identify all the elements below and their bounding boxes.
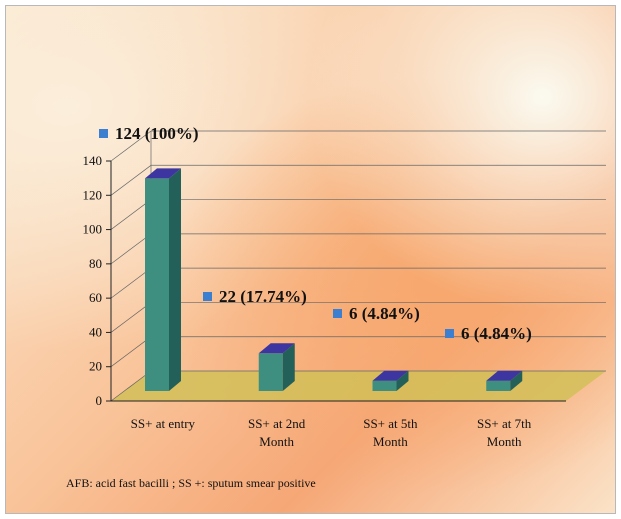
y-tick-label: 20 <box>89 359 102 374</box>
bar-front <box>145 178 169 391</box>
gridline-side <box>110 199 152 230</box>
x-tick-label: Month <box>259 434 294 449</box>
bar-top <box>372 370 409 381</box>
data-label: 124 (100%) <box>115 124 199 143</box>
x-tick-label: Month <box>487 434 522 449</box>
footnote: AFB: acid fast bacilli ; SS +: sputum sm… <box>66 476 316 490</box>
y-tick-label: 40 <box>89 324 102 339</box>
data-label-marker <box>445 329 454 338</box>
bar-top <box>486 370 523 381</box>
bar-side <box>510 370 523 391</box>
bar-front <box>486 380 511 391</box>
bar-top <box>145 168 181 179</box>
bar-front <box>372 380 397 391</box>
bar-side <box>282 343 295 391</box>
data-label-marker <box>203 292 212 301</box>
data-label: 6 (4.84%) <box>461 324 532 343</box>
y-tick-label: 100 <box>83 222 103 237</box>
gridline-side <box>110 302 152 333</box>
y-tick-label: 0 <box>96 393 103 408</box>
chart-frame: 0 20 40 60 80 100 120 140 124 (100%) 22 (17.74%) 6… <box>5 5 616 514</box>
y-tick-label: 80 <box>89 256 102 271</box>
y-tick-label: 120 <box>83 187 103 202</box>
bar-chart: 0 20 40 60 80 100 120 140 124 (100%) 22 (17.74%) 6… <box>83 124 606 449</box>
bar-front <box>258 353 283 391</box>
bar-side <box>169 168 181 391</box>
bar-top <box>258 343 295 354</box>
data-label: 6 (4.84%) <box>349 304 420 323</box>
gridline-side <box>110 267 152 299</box>
y-tick-label: 140 <box>83 153 103 168</box>
x-tick-label: SS+ at 7th <box>477 416 532 431</box>
x-tick-label: SS+ at 5th <box>363 416 418 431</box>
data-label-marker <box>99 129 108 138</box>
data-label-marker <box>333 309 342 318</box>
x-tick-label: SS+ at 2nd <box>248 416 306 431</box>
x-tick-label: SS+ at entry <box>131 416 196 431</box>
y-tick-label: 60 <box>89 290 102 305</box>
gridline-side <box>110 165 152 196</box>
gridline-side <box>110 336 152 367</box>
chart-floor <box>111 371 606 401</box>
data-label: 22 (17.74%) <box>219 287 307 306</box>
gridline-side <box>110 233 152 265</box>
gridline-side <box>110 370 152 402</box>
gridline-side <box>110 130 152 162</box>
bar-side <box>396 370 409 391</box>
x-tick-label: Month <box>373 434 408 449</box>
